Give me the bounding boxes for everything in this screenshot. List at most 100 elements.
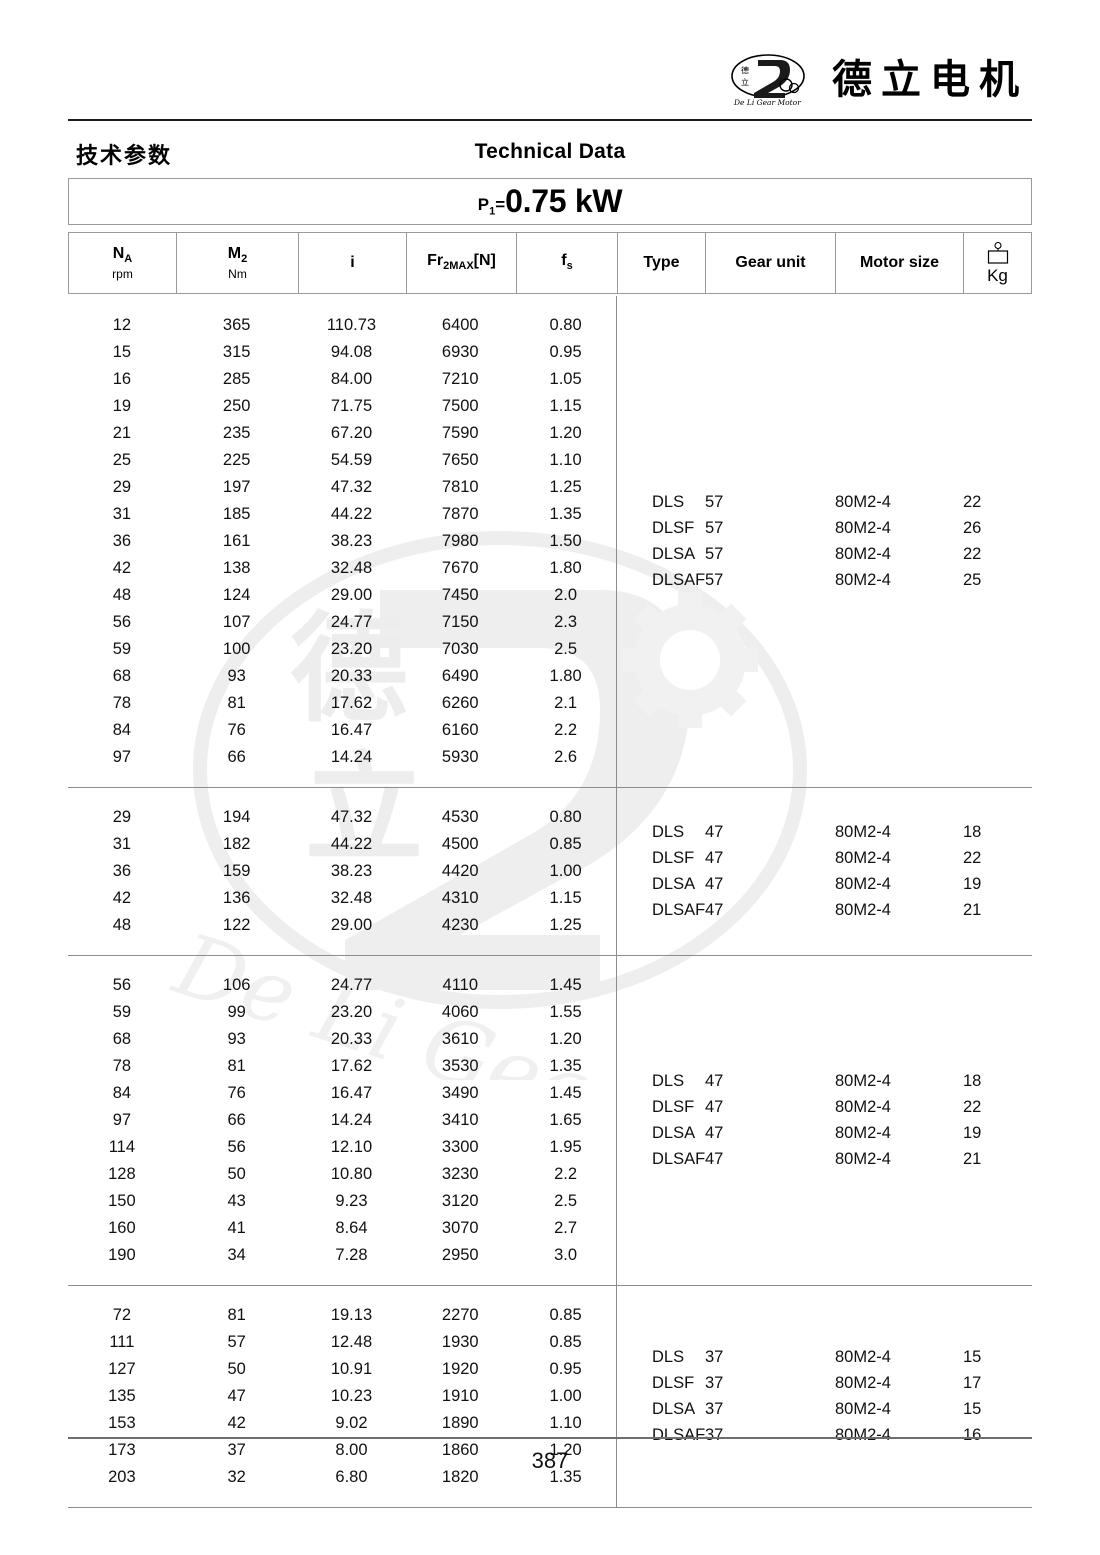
cell-m2: 42 (227, 1414, 246, 1432)
cell-type: DLSA (652, 1124, 696, 1142)
cell-fr: 4230 (441, 916, 479, 934)
cell-i: 32.48 (330, 559, 373, 577)
cell-gear: 47 (705, 823, 724, 841)
cell-fs: 1.25 (549, 478, 582, 496)
cell-fs: 2.6 (554, 748, 578, 766)
cell-fs: 2.2 (554, 1165, 578, 1183)
cell-gear: 47 (705, 901, 724, 919)
cell-fr: 6930 (441, 343, 479, 361)
cell-i: 110.73 (326, 316, 377, 334)
cell-i: 9.02 (335, 1414, 368, 1432)
cell-m2: 225 (222, 451, 251, 469)
hanging-weight-icon (987, 242, 1008, 264)
cell-na: 114 (108, 1138, 136, 1156)
cell-na: 78 (112, 694, 132, 712)
cell-fr: 1930 (441, 1333, 479, 1351)
cell-fs: 2.7 (554, 1219, 578, 1237)
cell-i: 44.22 (330, 835, 373, 853)
cell-m2: 81 (227, 1057, 246, 1075)
cell-fs: 0.85 (549, 1333, 582, 1351)
cell-motor: 80M2-4 (835, 823, 891, 841)
cell-i: 8.00 (335, 1441, 368, 1459)
cell-kg: 15 (963, 1400, 982, 1418)
cell-kg: 25 (963, 571, 982, 589)
cell-i: 71.75 (330, 397, 373, 415)
cell-fs: 1.45 (549, 1084, 582, 1102)
cell-kg: 19 (963, 875, 982, 893)
cell-na: 16 (112, 370, 132, 388)
weight-unit-label: Kg (987, 266, 1008, 285)
cell-type: DLSF (652, 849, 695, 867)
cell-gear: 57 (705, 519, 724, 537)
cell-i: 24.77 (330, 613, 373, 631)
cell-m2: 32 (227, 1468, 246, 1486)
cell-fr: 4060 (441, 1003, 479, 1021)
cell-type: DLS (652, 1348, 685, 1366)
cell-i: 23.20 (330, 640, 373, 658)
cell-fs: 1.50 (549, 532, 582, 550)
cell-i: 94.08 (330, 343, 373, 361)
cell-m2: 43 (227, 1192, 246, 1210)
cell-i: 44.22 (330, 505, 373, 523)
cell-na: 128 (108, 1165, 136, 1183)
cell-m2: 122 (222, 916, 251, 934)
header-cell-motor-size: Motor size (836, 233, 964, 293)
cell-m2: 194 (222, 808, 251, 826)
type-row: DLSAF 47 80M2-4 21 (617, 1147, 1032, 1173)
cell-fr: 1920 (441, 1360, 479, 1378)
cell-fs: 1.00 (549, 1387, 582, 1405)
cell-m2: 50 (227, 1360, 246, 1378)
table-row: 78 81 17.62 3530 1.35 (68, 1053, 616, 1080)
cell-na: 29 (112, 478, 132, 496)
cell-fs: 1.45 (549, 976, 582, 994)
cell-kg: 21 (963, 1150, 982, 1168)
table-row: 203 32 6.80 1820 1.35 (68, 1464, 616, 1491)
cell-kg: 22 (963, 849, 982, 867)
table-row: 36 161 38.23 7980 1.50 (68, 528, 616, 555)
cell-na: 56 (112, 976, 132, 994)
cell-na: 12 (112, 316, 132, 334)
cell-fr: 6400 (441, 316, 479, 334)
cell-kg: 19 (963, 1124, 982, 1142)
cell-na: 15 (112, 343, 132, 361)
cell-kg: 18 (963, 823, 982, 841)
cell-fs: 3.0 (554, 1246, 578, 1264)
brand-header: 德 立 De Li Gear Motor 德立电机 (68, 44, 1032, 116)
cell-na: 203 (108, 1468, 136, 1486)
table-row: 36 159 38.23 4420 1.00 (68, 858, 616, 885)
cell-i: 16.47 (330, 721, 373, 739)
cell-na: 111 (109, 1333, 135, 1351)
cell-i: 16.47 (330, 1084, 373, 1102)
cell-gear: 57 (705, 493, 724, 511)
cell-m2: 66 (227, 1111, 246, 1129)
cell-na: 21 (112, 424, 132, 442)
cell-fs: 2.2 (554, 721, 578, 739)
cell-fr: 3300 (441, 1138, 479, 1156)
table-row: 21 235 67.20 7590 1.20 (68, 420, 616, 447)
cell-fs: 0.95 (549, 343, 582, 361)
cell-fr: 5930 (441, 748, 479, 766)
table-row: 173 37 8.00 1860 1.20 (68, 1437, 616, 1464)
cell-fs: 1.25 (549, 916, 582, 934)
table-row: 31 185 44.22 7870 1.35 (68, 501, 616, 528)
cell-gear: 47 (705, 875, 724, 893)
cell-i: 10.80 (330, 1165, 373, 1183)
cell-m2: 138 (222, 559, 251, 577)
cell-na: 48 (112, 916, 132, 934)
type-row: DLSAF 37 80M2-4 16 (617, 1423, 1032, 1449)
power-value: 0.75 kW (505, 183, 623, 219)
cell-i: 9.23 (335, 1192, 368, 1210)
cell-fs: 1.35 (549, 505, 582, 523)
cell-na: 190 (108, 1246, 136, 1264)
cell-fr: 6160 (441, 721, 479, 739)
table-row: 31 182 44.22 4500 0.85 (68, 831, 616, 858)
cell-fr: 1910 (441, 1387, 479, 1405)
cell-m2: 56 (227, 1138, 246, 1156)
data-block: 56 106 24.77 4110 1.45 59 99 23.20 4060 1.55 68 93 2… (68, 956, 1032, 1286)
cell-fr: 7870 (441, 505, 479, 523)
de-li-gear-motor-logo-icon: 德 立 De Li Gear Motor (731, 54, 805, 107)
table-row: 19 250 71.75 7500 1.15 (68, 393, 616, 420)
cell-fs: 1.65 (549, 1111, 582, 1129)
cell-fr: 4500 (441, 835, 479, 853)
cell-fr: 7810 (441, 478, 479, 496)
